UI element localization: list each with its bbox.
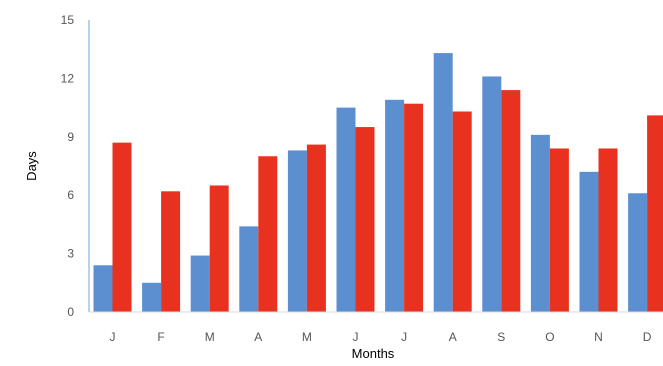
bar-series-2 bbox=[598, 148, 618, 312]
bar-series-1 bbox=[336, 107, 356, 312]
y-tick-label: 12 bbox=[61, 71, 75, 85]
bar-series-2 bbox=[549, 148, 569, 312]
x-tick-label: S bbox=[497, 330, 505, 344]
x-tick-label: J bbox=[401, 330, 407, 344]
bar-series-1 bbox=[287, 150, 307, 312]
bar-series-2 bbox=[112, 142, 132, 312]
bar-series-2 bbox=[355, 127, 375, 312]
bar-series-1 bbox=[433, 53, 453, 313]
bars bbox=[93, 53, 663, 313]
y-tick-label: 6 bbox=[67, 188, 74, 202]
x-tick-label: F bbox=[157, 330, 164, 344]
x-tick-label: J bbox=[110, 330, 116, 344]
bar-series-1 bbox=[530, 134, 550, 312]
bar-series-1 bbox=[628, 193, 648, 312]
y-axis-title: Days bbox=[24, 151, 39, 181]
y-tick-label: 3 bbox=[67, 247, 74, 261]
bar-series-1 bbox=[385, 99, 405, 313]
x-tick-label: M bbox=[205, 330, 215, 344]
y-tick-label: 9 bbox=[67, 130, 74, 144]
y-tick-label: 15 bbox=[61, 13, 75, 27]
bar-series-2 bbox=[209, 185, 229, 312]
x-tick-label: D bbox=[643, 330, 652, 344]
x-tick-label: M bbox=[302, 330, 312, 344]
bar-series-1 bbox=[239, 226, 259, 312]
x-axis-title: Months bbox=[352, 346, 395, 361]
bar-series-2 bbox=[306, 144, 326, 312]
x-tick-label: N bbox=[594, 330, 603, 344]
bar-series-1 bbox=[190, 255, 210, 312]
bar-series-2 bbox=[161, 191, 181, 312]
x-tick-label: A bbox=[254, 330, 262, 344]
bar-series-1 bbox=[482, 76, 502, 312]
y-axis-ticks: 0 3 6 9 12 15 bbox=[61, 13, 75, 319]
bar-series-1 bbox=[142, 282, 162, 312]
bar-series-2 bbox=[452, 111, 472, 312]
bar-series-2 bbox=[258, 156, 278, 312]
bar-series-2 bbox=[404, 103, 424, 312]
x-tick-label: J bbox=[353, 330, 359, 344]
bar-series-2 bbox=[501, 90, 521, 312]
y-tick-label: 0 bbox=[67, 305, 74, 319]
bar-series-2 bbox=[647, 115, 663, 313]
x-tick-label: O bbox=[545, 330, 554, 344]
x-tick-label: A bbox=[449, 330, 457, 344]
bar-series-1 bbox=[579, 171, 599, 312]
bar-series-1 bbox=[93, 265, 113, 312]
